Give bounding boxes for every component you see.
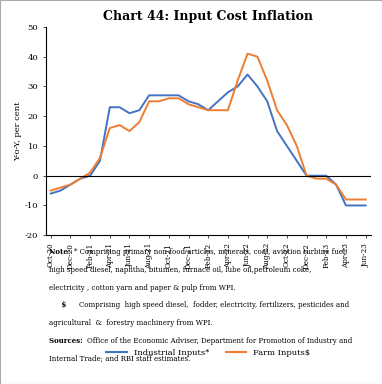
Text: Comprising  high speed diesel,  fodder, electricity, fertilizers, pesticides and: Comprising high speed diesel, fodder, el… bbox=[79, 301, 349, 310]
Text: Note:: Note: bbox=[49, 248, 73, 256]
Text: Sources:: Sources: bbox=[49, 337, 85, 345]
Y-axis label: Y-o-Y, per cent: Y-o-Y, per cent bbox=[14, 101, 22, 161]
Text: agricultural  &  forestry machinery from WPI.: agricultural & forestry machinery from W… bbox=[49, 319, 213, 327]
Text: Internal Trade; and RBI staff estimates.: Internal Trade; and RBI staff estimates. bbox=[49, 355, 190, 363]
Legend: Industrial Inputs*, Farm Inputs$: Industrial Inputs*, Farm Inputs$ bbox=[103, 346, 314, 360]
Text: $: $ bbox=[49, 301, 69, 310]
Title: Chart 44: Input Cost Inflation: Chart 44: Input Cost Inflation bbox=[103, 10, 313, 23]
Text: electricity , cotton yarn and paper & pulp from WPI.: electricity , cotton yarn and paper & pu… bbox=[49, 283, 236, 291]
Text: high speed diesel, naphtha, bitumen, furnace oil, lube oil,petroleum coke,: high speed diesel, naphtha, bitumen, fur… bbox=[49, 266, 311, 274]
Text: * Comprising primary non-food articles, minerals, coal, aviation turbine fuel,: * Comprising primary non-food articles, … bbox=[74, 248, 348, 256]
Text: Office of the Economic Adviser, Department for Promotion of Industry and: Office of the Economic Adviser, Departme… bbox=[87, 337, 352, 345]
